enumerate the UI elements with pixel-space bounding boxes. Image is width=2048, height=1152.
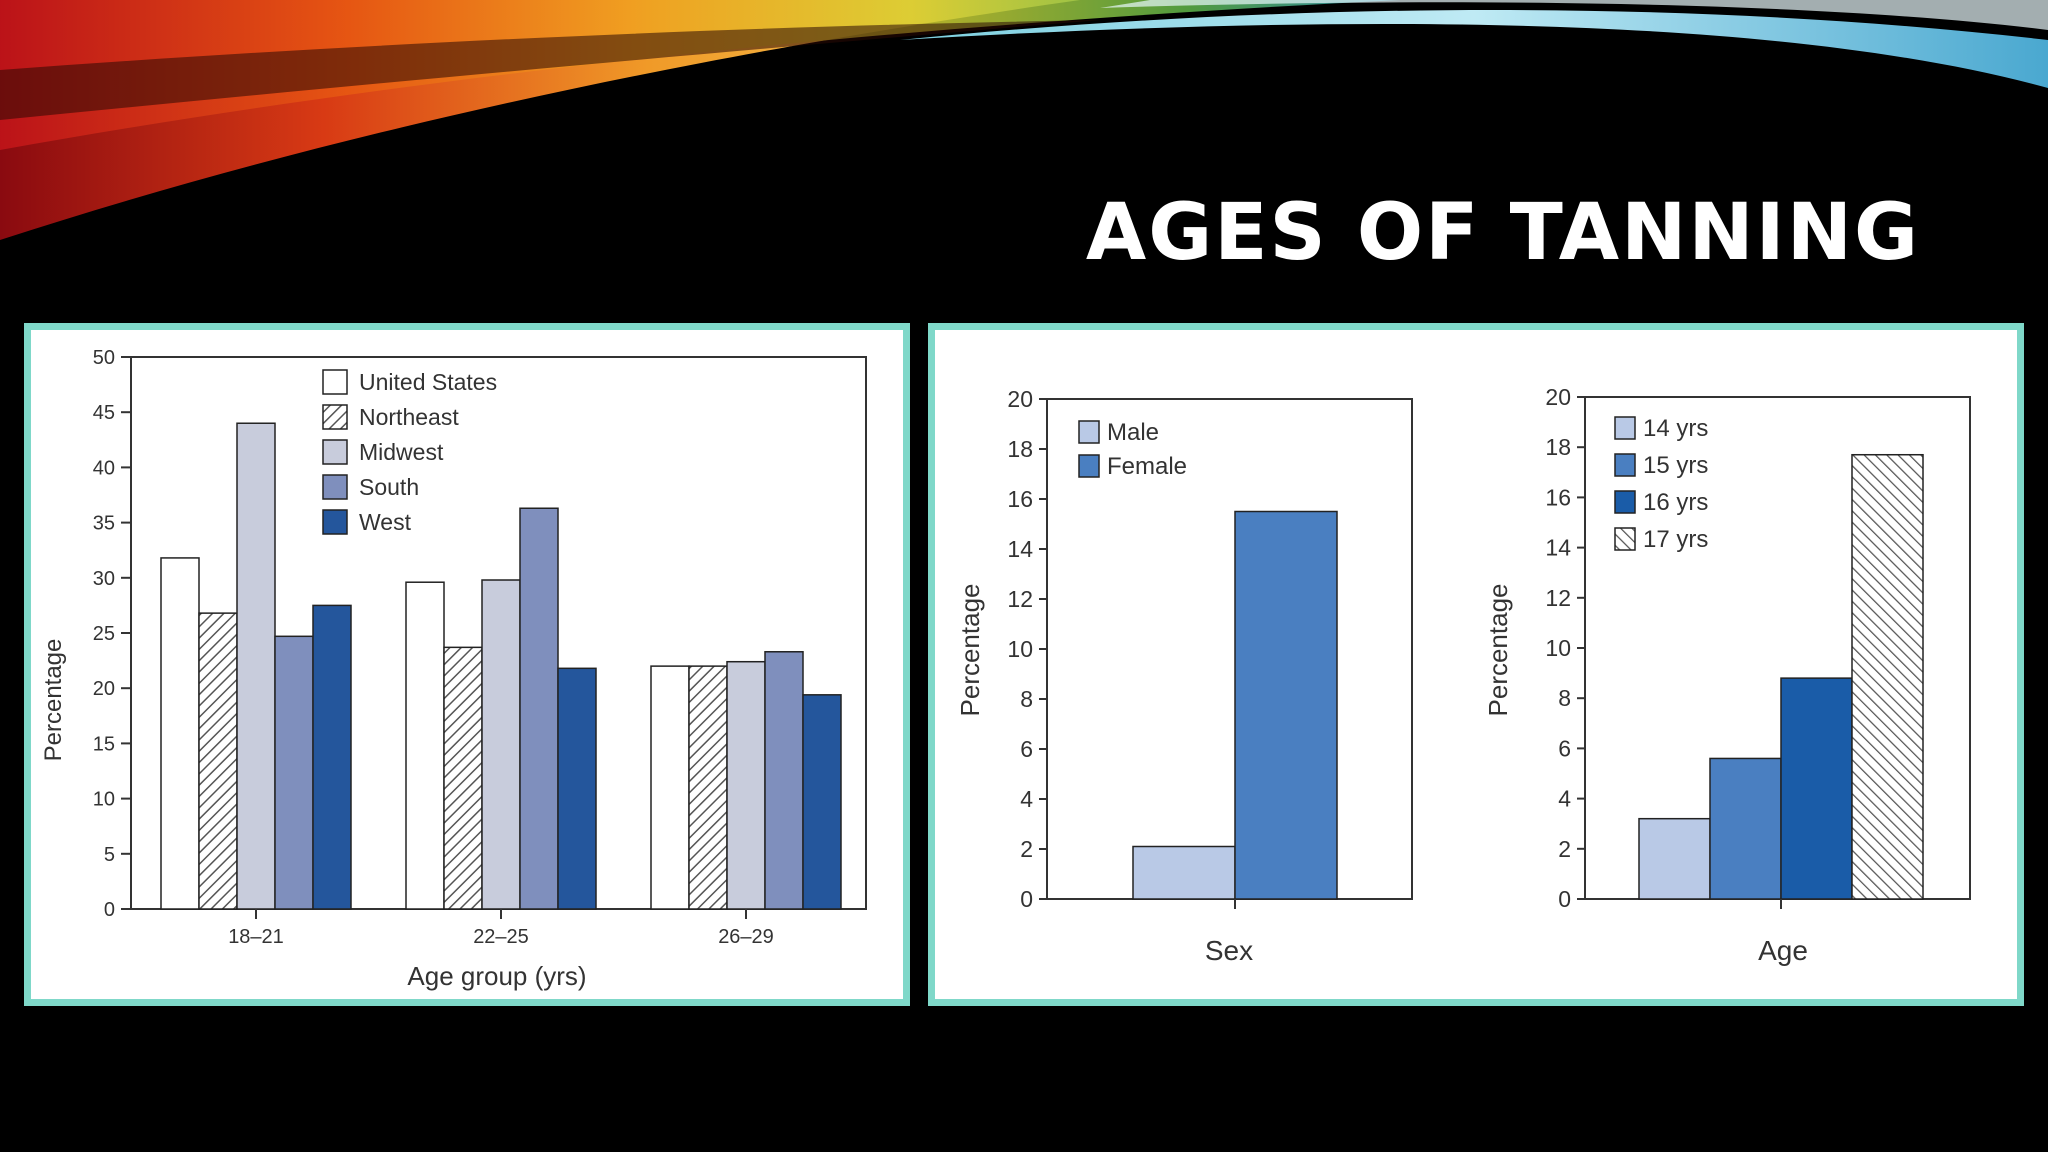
legend-swatch [1614,416,1636,440]
y-tick-label: 4 [1558,786,1571,812]
y-tick-label: 10 [1545,635,1571,661]
y-tick-label: 20 [1007,386,1033,412]
legend-swatch [322,474,348,500]
region-bar-chart: 0 5 10 15 20 25 30 35 40 45 50 18–21 22–25 26–29 Uni… [40,347,867,991]
legend-swatch [1078,420,1100,444]
legend-label: South [359,474,419,500]
bar [1709,757,1782,900]
legend-label: 14 yrs [1643,415,1708,442]
y-tick-label: 16 [1007,486,1033,512]
bar [160,557,200,910]
y-tick-label: 20 [1545,384,1571,410]
bar [274,635,314,910]
y-tick-label: 2 [1558,836,1571,862]
legend-label: West [359,509,412,535]
bar [1638,817,1711,900]
y-tick-label: 16 [1545,484,1571,510]
y-tick-label: 50 [93,347,115,369]
y-tick-label: 12 [1545,585,1571,611]
y-tick-label: 18 [1545,434,1571,460]
y-tick-label: 10 [1007,636,1033,662]
age-x-axis-label: Age [1758,935,1808,966]
x-tick-label: 26–29 [718,926,774,948]
y-tick-label: 2 [1020,836,1033,862]
y-tick-label: 25 [93,623,115,645]
y-tick-label: 4 [1020,786,1033,812]
y-tick-label: 5 [104,844,115,866]
bar [726,660,766,910]
y-tick-label: 14 [1545,535,1571,561]
legend-swatch [322,369,348,395]
y-axis-label: Percentage [40,639,67,762]
legend-swatch [1078,454,1100,478]
legend-swatch [322,404,348,430]
bar [481,579,521,910]
x-tick-label: 22–25 [473,926,529,948]
y-tick-label: 40 [93,457,115,479]
bar [1234,510,1338,900]
bar [443,646,483,910]
y-tick-label: 0 [1020,886,1033,912]
legend-swatch [1614,453,1636,477]
y-tick-label: 12 [1007,586,1033,612]
y-tick-label: 35 [93,513,115,535]
bar [198,612,238,910]
x-tick-label: 18–21 [228,926,284,948]
x-axis-label: Age group (yrs) [407,961,586,991]
y-tick-label: 8 [1558,685,1571,711]
bar [688,665,728,910]
y-tick-label: 6 [1558,735,1571,761]
bar [519,507,559,910]
bar [312,604,352,910]
legend-swatch [322,509,348,535]
legend-swatch [1614,527,1636,551]
legend-label: Midwest [359,439,444,465]
y-tick-label: 10 [93,789,115,811]
legend-swatch [322,439,348,465]
y-tick-label: 20 [93,678,115,700]
legend-label: 15 yrs [1643,452,1708,479]
y-tick-label: 6 [1020,736,1033,762]
region-chart-panel: 0 5 10 15 20 25 30 35 40 45 50 18–21 22–25 26–29 Uni… [24,323,910,1006]
bar [650,665,690,910]
bar [236,422,276,910]
legend-swatch [1614,490,1636,514]
sex-y-axis-label: Percentage [955,584,985,717]
decorative-swoosh-banner [0,0,2048,240]
bar [764,651,804,910]
age-y-axis-label: Percentage [1483,584,1513,717]
legend-label: 16 yrs [1643,489,1708,516]
slide-title: AGES OF TANNING [1085,188,1920,278]
sex-plot-frame [1046,398,1413,900]
legend-label: Female [1107,453,1187,480]
y-tick-label: 15 [93,733,115,755]
bar [557,667,597,910]
y-tick-label: 18 [1007,436,1033,462]
bar [1851,453,1924,900]
y-tick-label: 0 [104,899,115,921]
sex-x-axis-label: Sex [1205,935,1253,966]
y-tick-label: 45 [93,402,115,424]
legend-label: Male [1107,419,1159,446]
legend-label: 17 yrs [1643,526,1708,553]
y-tick-label: 8 [1020,686,1033,712]
bar [1780,677,1853,900]
y-tick-label: 30 [93,568,115,590]
bar [405,581,445,910]
legend-label: Northeast [359,404,459,430]
legend-label: United States [359,369,497,395]
sex-age-chart-panel: 0 2 4 6 8 10 12 14 16 18 20 Male Female Percentage … [928,323,2024,1006]
y-tick-label: 14 [1007,536,1033,562]
bar [802,694,842,910]
y-tick-label: 0 [1558,886,1571,912]
bar [1132,845,1236,900]
